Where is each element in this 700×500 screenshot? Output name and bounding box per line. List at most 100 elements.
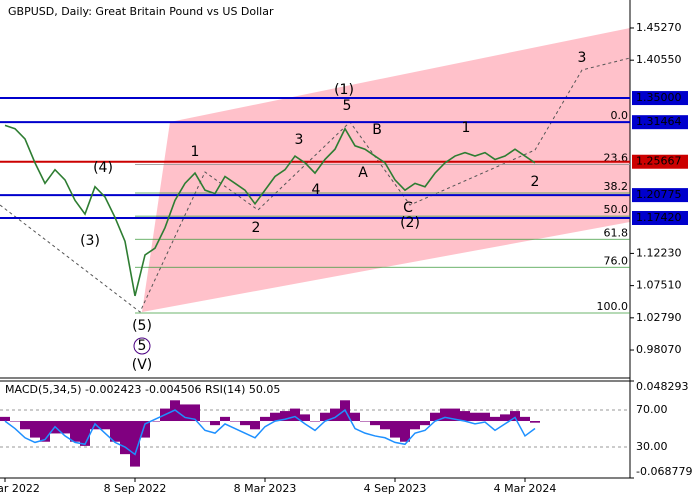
macd-bar — [530, 421, 540, 423]
y2-tick-label: -0.068779 — [636, 465, 692, 478]
level-label: 1.35000 — [636, 91, 682, 104]
macd-bar — [330, 408, 340, 422]
y2-tick-label: 0.048293 — [636, 380, 689, 393]
wave-label: 2 — [252, 220, 261, 236]
macd-bar — [320, 412, 330, 422]
macd-bar — [220, 416, 230, 422]
y-tick-label: 1.45270 — [636, 21, 682, 34]
fib-label: 76.0 — [604, 254, 629, 267]
x-tick-label: 8 Mar 2023 — [234, 482, 297, 495]
level-box — [632, 115, 688, 130]
macd-bar — [440, 408, 450, 422]
macd-bar — [20, 421, 30, 430]
level-box — [632, 188, 688, 203]
macd-bar — [0, 416, 10, 422]
y-tick-label: 1.02790 — [636, 311, 682, 324]
macd-bar — [360, 421, 370, 422]
macd-bar — [310, 421, 320, 422]
wave-label: 5 — [343, 98, 352, 114]
wave-label: 5 — [138, 338, 147, 354]
macd-bar — [420, 421, 430, 426]
macd-bar — [210, 421, 220, 426]
macd-bar — [130, 421, 140, 467]
macd-bar — [260, 416, 270, 422]
y-tick-label: 30.00 — [636, 440, 668, 453]
level-label: 1.17420 — [636, 211, 682, 224]
macd-bar — [280, 411, 290, 422]
x-tick-label: 4 Sep 2023 — [364, 482, 427, 495]
y-tick-label: 1.40550 — [636, 53, 682, 66]
rsi-line — [4, 408, 536, 456]
wave-label: (2) — [400, 215, 420, 231]
x-tick-label: 8 Sep 2022 — [104, 482, 167, 495]
x-tick-label: 14 Mar 2022 — [0, 482, 40, 495]
macd-bar — [460, 411, 470, 422]
macd-bar — [270, 412, 280, 422]
macd-bar — [110, 421, 120, 442]
wave-circle — [133, 337, 151, 355]
y-tick-label: 70.00 — [636, 403, 668, 416]
fib-label: 61.8 — [604, 226, 629, 239]
macd-bar — [30, 421, 40, 438]
fib-label: 38.2 — [604, 180, 629, 193]
macd-bar — [70, 421, 80, 442]
macd-bar — [500, 414, 510, 422]
y-tick-label: 1.07510 — [636, 279, 682, 292]
wave-label: (1) — [334, 82, 354, 98]
macd-bar — [60, 421, 70, 434]
macd-bar — [180, 404, 190, 422]
wave-label: 1 — [191, 144, 200, 160]
wave-label: 1 — [462, 120, 471, 136]
y-tick-label: 1.12230 — [636, 246, 682, 259]
wave-label: 3 — [295, 132, 304, 148]
macd-bar — [470, 412, 480, 422]
macd-bar — [200, 421, 210, 422]
macd-bar — [450, 408, 460, 422]
wave-label: B — [372, 122, 382, 138]
macd-bar — [100, 421, 110, 430]
level-box — [632, 154, 688, 169]
wave-label: 3 — [578, 50, 587, 66]
price-line — [4, 124, 536, 297]
wave-label: 4 — [312, 182, 321, 198]
macd-bar — [510, 411, 520, 422]
fib-label: 50.0 — [604, 203, 629, 216]
macd-bar — [350, 412, 360, 422]
macd-bar — [390, 421, 400, 438]
level-label: 1.31464 — [636, 115, 682, 128]
level-box — [632, 91, 688, 106]
macd-bar — [150, 421, 160, 422]
wave-label: (4) — [93, 160, 113, 176]
wave-label: (5) — [132, 318, 152, 334]
macd-bar — [190, 404, 200, 422]
macd-bar — [480, 412, 490, 422]
macd-bar — [380, 421, 390, 430]
macd-bar — [490, 416, 500, 422]
macd-bar — [430, 412, 440, 422]
macd-bar — [120, 421, 130, 455]
wave-label: 2 — [531, 174, 540, 190]
level-label: 1.25667 — [636, 155, 682, 168]
x-tick-label: 4 Mar 2024 — [494, 482, 557, 495]
wave-label: (V) — [132, 357, 153, 373]
macd-bar — [240, 421, 250, 426]
level-label: 1.20775 — [636, 188, 682, 201]
wave-label: A — [358, 165, 368, 181]
macd-bar — [80, 421, 90, 446]
macd-bar — [520, 416, 530, 422]
macd-bar — [10, 421, 20, 422]
wave-label: (3) — [80, 233, 100, 249]
macd-bar — [300, 414, 310, 422]
macd-bar — [140, 421, 150, 438]
y-tick-label: 0.98070 — [636, 343, 682, 356]
indicator-title: MACD(5,34,5) -0.002423 -0.004506 RSI(14)… — [5, 383, 280, 396]
chart-title: GBPUSD, Daily: Great Britain Pound vs US… — [8, 5, 274, 18]
macd-bar — [230, 421, 240, 422]
fib-label: 0.0 — [611, 109, 629, 122]
level-box — [632, 210, 688, 225]
macd-bar — [290, 408, 300, 422]
fib-label: 100.0 — [597, 300, 629, 313]
macd-bar — [250, 421, 260, 430]
macd-bar — [370, 421, 380, 426]
